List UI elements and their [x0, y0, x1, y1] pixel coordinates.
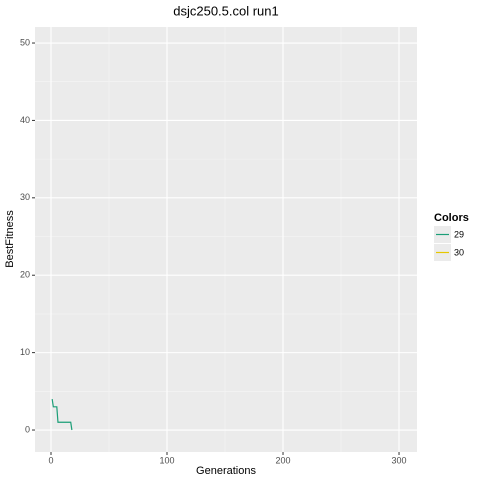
plot-panel [35, 27, 417, 452]
y-tick-label: 30 [20, 192, 30, 202]
x-axis-label: Generations [196, 465, 256, 477]
y-tick-label: 10 [20, 347, 30, 357]
y-tick-label: 0 [25, 424, 30, 434]
x-tick-label: 300 [392, 455, 407, 465]
legend-label: 30 [454, 247, 464, 257]
legend-label: 29 [454, 229, 464, 239]
series-line [51, 398, 73, 431]
y-tick-label: 40 [20, 115, 30, 125]
x-tick-label: 200 [276, 455, 291, 465]
y-tick-label: 50 [20, 37, 30, 47]
chart-title: dsjc250.5.col run1 [173, 3, 279, 18]
legend-title: Colors [434, 212, 469, 224]
x-tick-label: 100 [159, 455, 174, 465]
x-tick-label: 0 [49, 455, 54, 465]
y-axis-label: BestFitness [4, 210, 16, 268]
y-tick-label: 20 [20, 270, 30, 280]
